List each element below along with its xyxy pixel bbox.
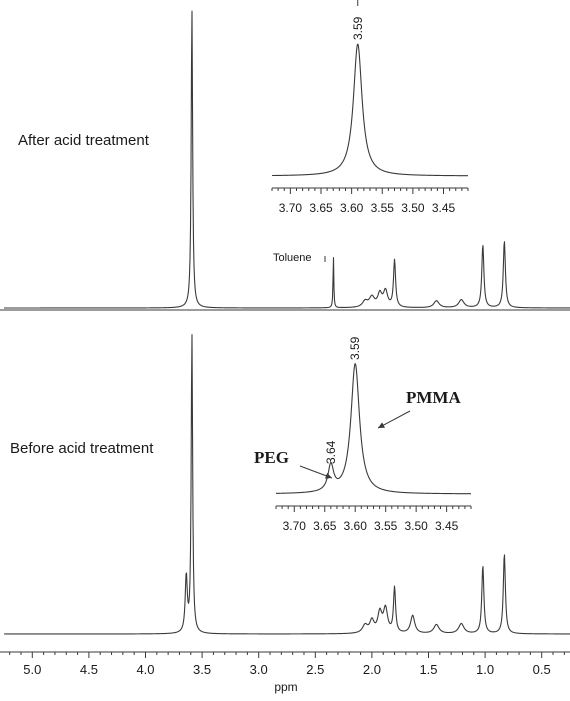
inset-spectra: 3.70 3.65 3.60 3.55 3.50 3.45 3.59 3.70 3.65 3.60… (271, 0, 472, 533)
x-tick-label: 3.5 (193, 662, 211, 677)
label-before-acid: Before acid treatment (10, 440, 154, 457)
inset-tick-label: 3.60 (340, 201, 364, 215)
inset-tick-label: 3.45 (435, 519, 459, 533)
inset-trace-1 (271, 43, 469, 177)
x-tick-label: 5.0 (23, 662, 41, 677)
inset-peak-label: 3.59 (351, 16, 365, 40)
x-tick-label: 3.0 (250, 662, 268, 677)
inset-tick-label: 3.45 (432, 201, 456, 215)
label-toluene: Toluene (273, 252, 312, 264)
inset-tick-label: 3.70 (279, 201, 303, 215)
inset-tick-label: 3.60 (344, 519, 368, 533)
x-tick-label: 1.0 (476, 662, 494, 677)
spectrum-trace-before (3, 334, 570, 635)
label-after-acid: After acid treatment (18, 132, 150, 149)
x-tick-label: 4.0 (136, 662, 154, 677)
pmma-arrow (377, 410, 411, 429)
x-tick-label: 4.5 (80, 662, 98, 677)
inset-peak-label: 3.64 (324, 440, 338, 464)
spectrum-labels: After acid treatment Before acid treatme… (10, 132, 461, 694)
inset-tick-label: 3.55 (374, 519, 398, 533)
inset-tick-label: 3.50 (401, 201, 425, 215)
x-tick-label: 0.5 (533, 662, 551, 677)
inset-tick-label: 3.65 (309, 201, 333, 215)
inset-tick-label: 3.50 (404, 519, 428, 533)
label-peg: PEG (254, 448, 289, 467)
label-pmma: PMMA (406, 388, 461, 407)
x-tick-label: 2.0 (363, 662, 381, 677)
peg-arrow (299, 465, 333, 479)
inset-tick-label: 3.65 (313, 519, 337, 533)
inset-tick-label: 3.55 (371, 201, 395, 215)
inset-trace-2 (275, 363, 472, 495)
inset-tick-label: 3.70 (283, 519, 307, 533)
main-spectra (0, 10, 570, 635)
x-tick-label: 2.5 (306, 662, 324, 677)
inset-peak-label: 3.59 (348, 336, 362, 360)
x-tick-label: 1.5 (419, 662, 437, 677)
spectrum-trace-after (3, 10, 570, 309)
ppm-axis: 5.0 4.5 4.0 3.5 3.0 2.5 2.0 1.5 1.0 0.5 (0, 651, 570, 677)
axis-xlabel: ppm (274, 680, 297, 694)
